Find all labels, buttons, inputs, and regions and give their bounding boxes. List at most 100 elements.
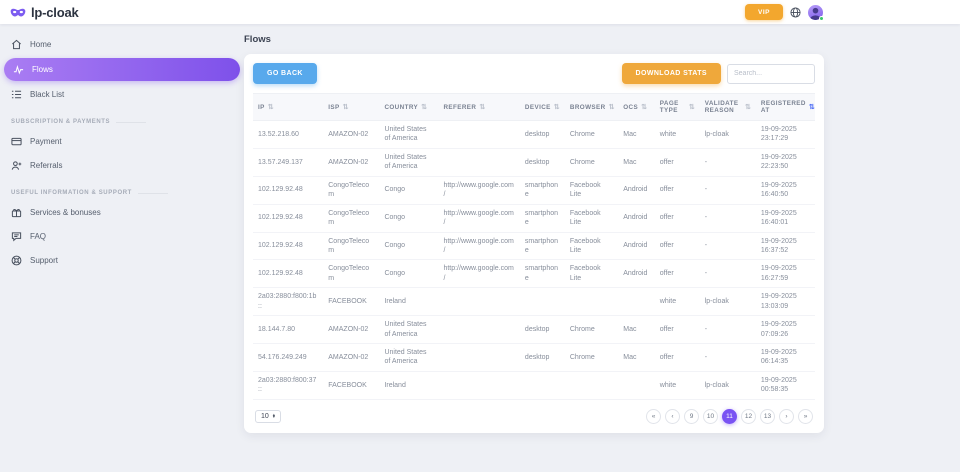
sort-icon[interactable]: ⇅	[641, 104, 647, 111]
cell-referer: http://www.google.com/	[438, 232, 520, 261]
cell-ip: 2a03:2880:f800:1b::	[253, 287, 324, 317]
first-page-button[interactable]: «	[646, 408, 661, 424]
page-button-9[interactable]: 9	[684, 408, 699, 424]
pagination: « ‹ 9 10 11 12 13 › »	[646, 408, 813, 424]
table-row: 13.52.218.60 AMAZON-02 United States of Am…	[253, 120, 815, 149]
flows-table: IP ⇅ ISP ⇅ COUNTRY ⇅ REFERER ⇅ DEVICE ⇅ BROWS…	[253, 93, 815, 400]
column-header-page-type[interactable]: PAGE TYPE ⇅	[654, 93, 700, 121]
last-page-button[interactable]: »	[798, 408, 813, 424]
cell-isp: AMAZON-02	[323, 148, 380, 177]
go-back-button[interactable]: GO BACK	[253, 63, 317, 84]
cell-referer: http://www.google.com/	[438, 259, 520, 289]
sort-icon[interactable]: ⇅	[421, 104, 428, 111]
column-header-ocs[interactable]: OCS ⇅	[618, 93, 655, 121]
flows-card: GO BACK DOWNLOAD STATS IP⇅ ISP⇅ COUNTRY⇅…	[244, 54, 824, 433]
page-button-13[interactable]: 13	[760, 408, 775, 424]
search-input[interactable]	[727, 63, 815, 84]
cell-country: Ireland	[379, 287, 439, 317]
page-size-select[interactable]: 10 ▴ ▾	[255, 409, 282, 423]
download-stats-button[interactable]: DOWNLOAD STATS	[621, 63, 721, 84]
cell-browser: Chrome	[564, 315, 619, 344]
sidebar-item-home[interactable]: Home	[0, 33, 244, 56]
cell-ip: 102.129.92.48	[253, 259, 324, 289]
sidebar-section-support: USEFUL INFORMATION & SUPPORT	[11, 190, 233, 196]
sort-icon[interactable]: ⇅	[342, 104, 349, 111]
sort-icon[interactable]: ⇅	[479, 104, 486, 111]
cell-ocs: Mac	[618, 343, 655, 372]
cell-isp: CongoTelecom	[323, 232, 380, 261]
cell-ip: 54.176.249.249	[253, 343, 324, 372]
column-header-device[interactable]: DEVICE ⇅	[519, 93, 565, 121]
cell-browser: Facebook Lite	[564, 232, 619, 261]
page-button-12[interactable]: 12	[741, 408, 756, 424]
user-avatar[interactable]	[808, 4, 824, 21]
sidebar-item-label: Referrals	[30, 161, 63, 170]
cell-referer	[438, 148, 520, 177]
sort-icon[interactable]: ⇅	[608, 104, 615, 111]
page-button-11[interactable]: 11	[722, 408, 737, 424]
cell-registered-at: 19-09-2025 22:23:50	[755, 148, 815, 177]
page-size-stepper-icon: ▴ ▾	[272, 411, 276, 420]
sort-icon[interactable]: ⇅	[745, 104, 751, 111]
sort-icon[interactable]: ⇅	[688, 104, 695, 111]
page-button-10[interactable]: 10	[703, 408, 718, 424]
cell-validate-reason: -	[699, 232, 756, 261]
home-icon	[11, 39, 22, 50]
cell-page-type: white	[654, 120, 700, 149]
cell-validate-reason: lp-cloak	[699, 371, 756, 400]
column-header-registered-at[interactable]: REGISTERED AT ⇅	[755, 93, 815, 121]
page-title: Flows	[244, 34, 271, 45]
cell-referer	[438, 120, 520, 149]
cell-ip: 2a03:2880:f800:37::	[253, 371, 324, 400]
sidebar-item-black-list[interactable]: Black List	[0, 83, 244, 106]
column-header-ip[interactable]: IP ⇅	[253, 93, 324, 121]
column-header-validate-reason[interactable]: VALIDATE REASON ⇅	[699, 93, 756, 121]
sidebar-item-referrals[interactable]: Referrals	[0, 154, 244, 177]
cell-country: Congo	[379, 232, 439, 261]
sidebar-item-services-bonuses[interactable]: Services & bonuses	[0, 201, 244, 224]
sidebar-item-flows[interactable]: Flows	[4, 58, 240, 81]
cell-isp: FACEBOOK	[323, 287, 380, 317]
cell-device	[519, 371, 565, 400]
cell-validate-reason: -	[699, 148, 756, 177]
cell-page-type: white	[654, 371, 700, 400]
cell-ocs: Android	[618, 176, 655, 205]
cell-page-type: offer	[654, 176, 700, 205]
column-header-country[interactable]: COUNTRY ⇅	[379, 93, 439, 121]
sidebar-item-label: Support	[30, 256, 59, 265]
cell-registered-at: 19-09-2025 16:37:52	[755, 232, 815, 261]
sidebar-item-support[interactable]: Support	[0, 249, 244, 272]
cell-validate-reason: -	[699, 315, 756, 344]
cell-ocs	[618, 371, 655, 400]
table-body: 13.52.218.60 AMAZON-02 United States of Am…	[253, 120, 815, 400]
topbar-right: VIP	[745, 4, 824, 21]
table-row: 18.144.7.80 AMAZON-02 United States of Ame…	[253, 315, 815, 344]
cell-browser: Facebook Lite	[564, 259, 619, 289]
language-globe-icon[interactable]	[790, 6, 801, 18]
column-header-referer[interactable]: REFERER ⇅	[438, 93, 520, 121]
cell-country: United States of America	[379, 315, 439, 344]
sidebar-item-payment[interactable]: Payment	[0, 130, 244, 153]
cell-device: desktop	[519, 315, 565, 344]
cell-registered-at: 19-09-2025 16:40:50	[755, 176, 815, 205]
sidebar-item-faq[interactable]: FAQ	[0, 225, 244, 248]
brand[interactable]: lp-cloak	[10, 5, 79, 20]
sort-icon-active[interactable]: ⇅	[808, 104, 815, 111]
column-header-browser[interactable]: BROWSER ⇅	[564, 93, 619, 121]
sort-icon[interactable]: ⇅	[267, 104, 274, 111]
sort-icon[interactable]: ⇅	[553, 104, 560, 111]
cell-isp: AMAZON-02	[323, 343, 380, 372]
cell-isp: CongoTelecom	[323, 176, 380, 205]
cell-browser	[564, 371, 619, 400]
sidebar-item-label: Black List	[30, 90, 65, 99]
cell-browser	[564, 287, 619, 317]
cell-referer: http://www.google.com/	[438, 204, 520, 233]
column-header-isp[interactable]: ISP ⇅	[323, 93, 380, 121]
next-page-button[interactable]: ›	[779, 408, 794, 424]
table-row: 102.129.92.48 CongoTelecom Congo http://www…	[253, 259, 815, 289]
vip-button[interactable]: VIP	[745, 4, 783, 20]
cell-page-type: offer	[654, 204, 700, 233]
cell-country: Ireland	[379, 371, 439, 400]
cell-browser: Chrome	[564, 120, 619, 149]
prev-page-button[interactable]: ‹	[665, 408, 680, 424]
